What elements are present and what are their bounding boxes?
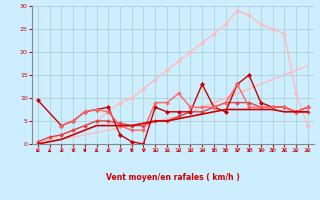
X-axis label: Vent moyen/en rafales ( km/h ): Vent moyen/en rafales ( km/h ): [106, 173, 240, 182]
